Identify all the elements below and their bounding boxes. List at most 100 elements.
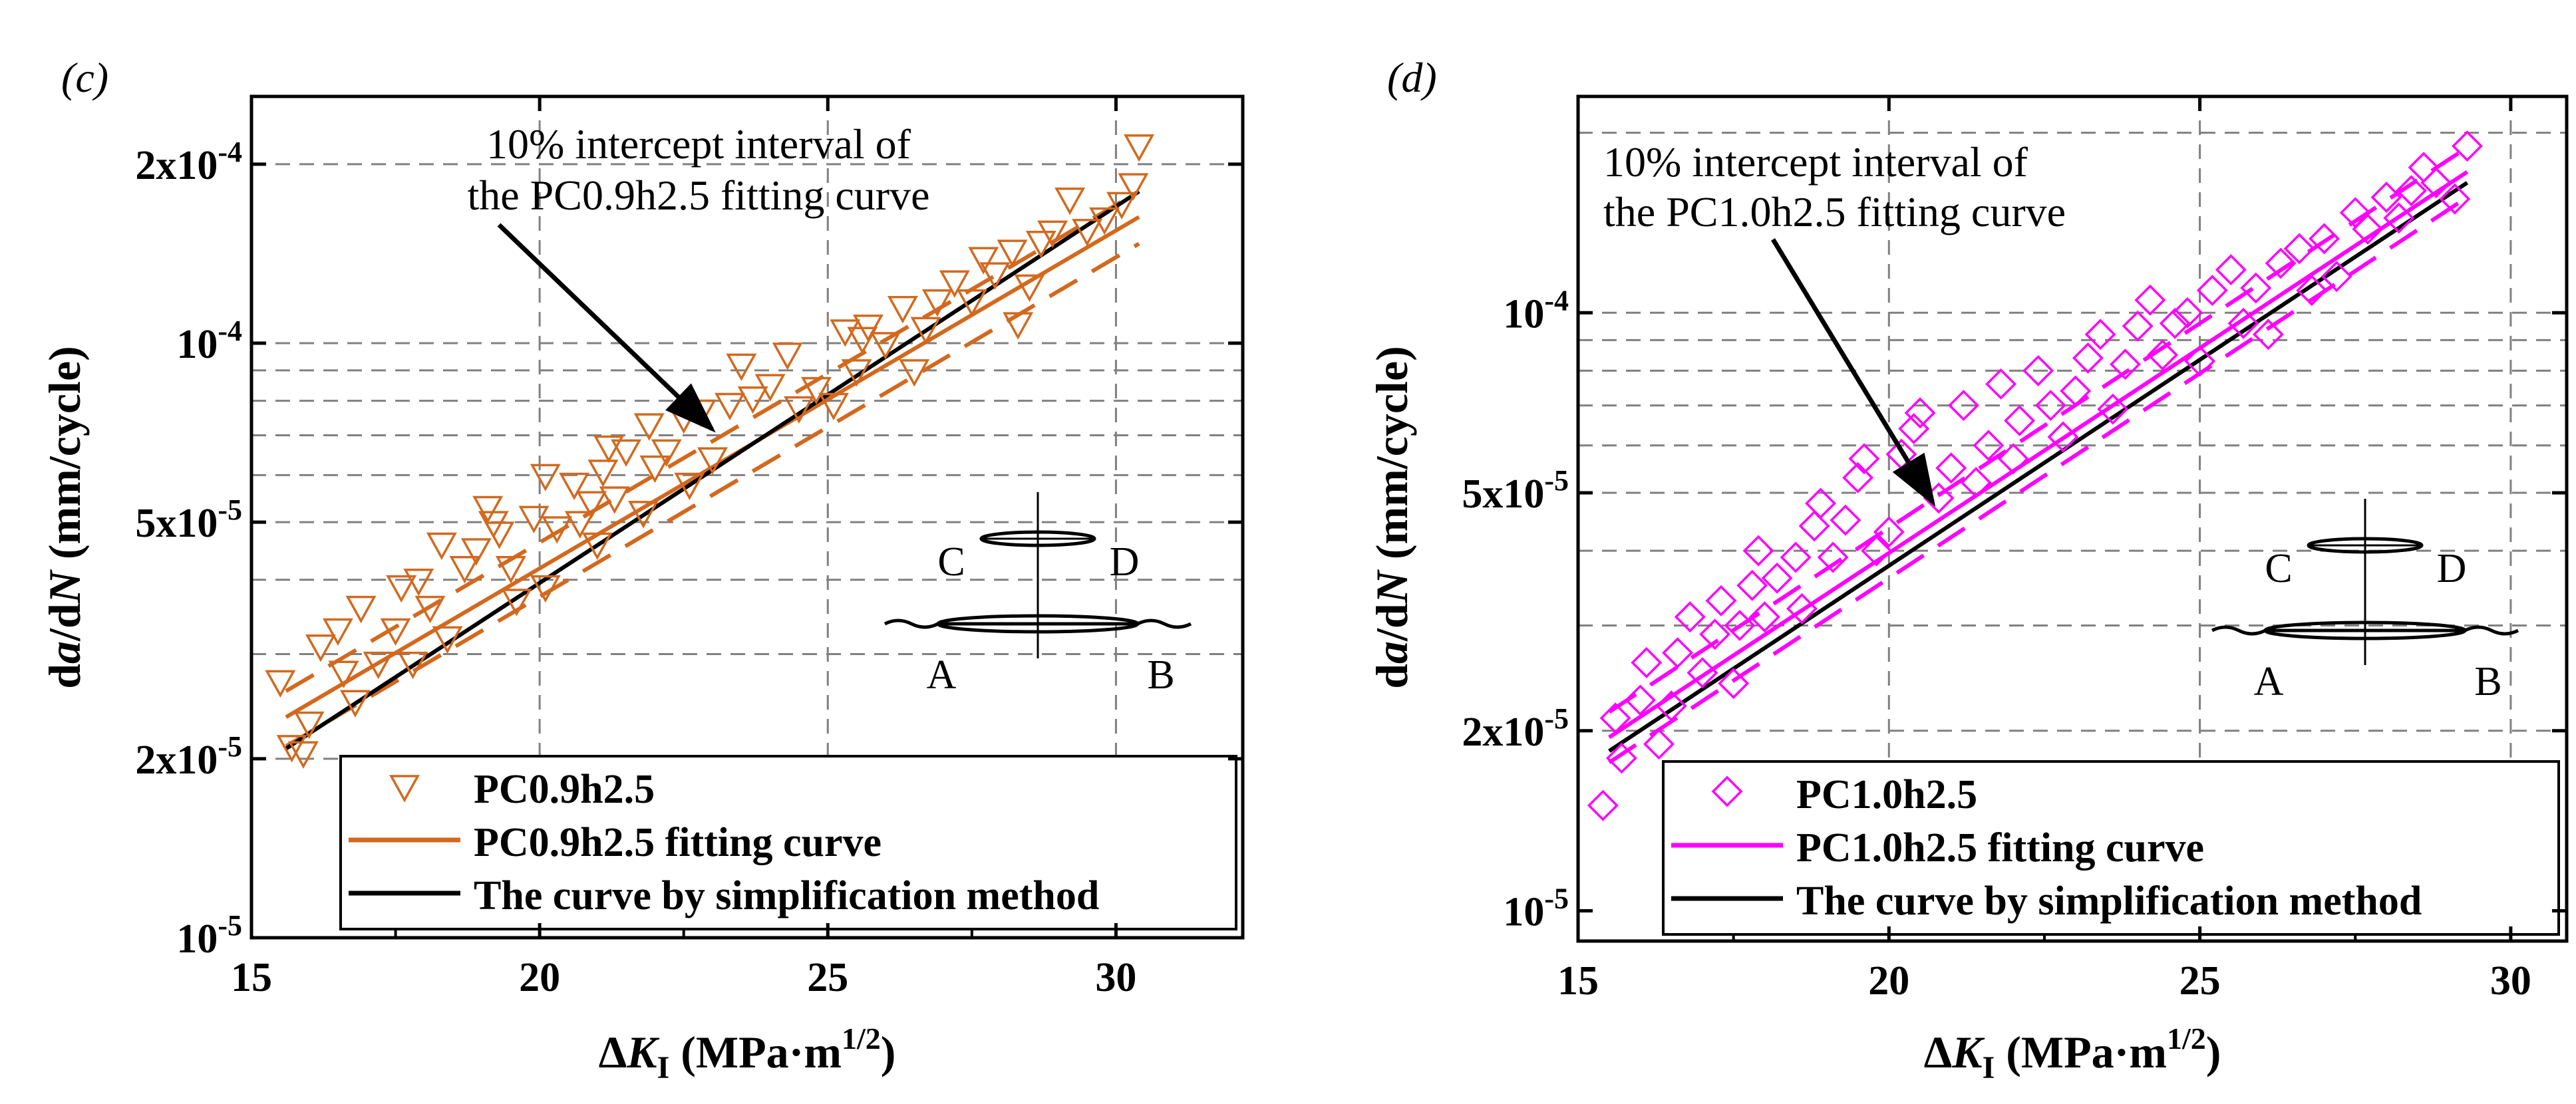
x-tick-label: 15 xyxy=(231,955,272,1000)
fit-curve-line xyxy=(1608,170,2469,740)
data-point xyxy=(2383,202,2415,234)
data-point xyxy=(2395,175,2427,207)
inset-label-b: B xyxy=(1147,652,1174,698)
y-label-d: d xyxy=(1367,664,1417,689)
data-point xyxy=(1705,585,1737,617)
data-point xyxy=(1748,601,1780,633)
data-point xyxy=(2196,275,2228,307)
inset-lower-crack xyxy=(2263,621,2467,640)
y-label-n: N xyxy=(1367,569,1417,604)
data-point xyxy=(501,589,532,617)
y-tick-exponent: -4 xyxy=(218,315,242,347)
legend-label-fit: PC0.9h2.5 fitting curve xyxy=(474,820,882,865)
legend-marker xyxy=(389,775,420,803)
annotation-arrow-shaft xyxy=(497,223,714,431)
fit-upper-bound-line xyxy=(285,190,1140,693)
data-point xyxy=(697,447,728,475)
data-point xyxy=(1904,397,1936,429)
data-point xyxy=(1118,173,1149,201)
chart-panel-c: (c) C D A B 10% intercept interval of the PC0.… xyxy=(39,54,1245,1085)
data-point xyxy=(265,670,296,698)
data-point xyxy=(1873,516,1905,548)
y-tick-base: 2x10 xyxy=(135,143,218,188)
annotation-line-2: the PC1.0h2.5 fitting curve xyxy=(1603,188,2066,235)
y-tick-exponent: -5 xyxy=(1544,464,1569,497)
data-point xyxy=(1861,535,1893,567)
x-label-close: ) xyxy=(2206,1027,2221,1077)
annotation-line-1: 10% intercept interval of xyxy=(486,120,911,168)
inset-schematic: C D A B xyxy=(884,492,1192,698)
data-point xyxy=(1848,443,1880,475)
data-point xyxy=(1718,668,1750,700)
data-point xyxy=(426,532,457,561)
data-point xyxy=(564,511,595,539)
data-point xyxy=(599,486,630,514)
data-point xyxy=(726,353,757,381)
data-point xyxy=(1655,690,1687,722)
y-tick-exponent: -4 xyxy=(218,136,242,168)
data-point xyxy=(328,660,359,688)
fit-lower-bound-line xyxy=(285,241,1140,748)
data-point xyxy=(2240,272,2272,304)
x-label-unit: (MPa·m xyxy=(1995,1027,2167,1077)
data-point xyxy=(414,595,446,624)
data-point xyxy=(484,521,515,549)
y-label-a: a xyxy=(1367,641,1417,664)
data-point xyxy=(1662,637,1694,669)
data-point xyxy=(939,270,970,298)
data-point xyxy=(1973,430,2005,462)
data-point xyxy=(1786,593,1818,624)
data-point xyxy=(754,374,786,402)
data-point xyxy=(633,413,665,441)
legend-box xyxy=(1662,760,2560,936)
x-label-subscript: I xyxy=(1983,1050,1995,1085)
y-tick-label: 2x10-5 xyxy=(135,730,242,783)
chart-panel-d: (d) C D A B 10% intercept interval of the PC1.… xyxy=(1367,54,2569,1085)
data-point xyxy=(1898,413,1930,445)
y-tick-exponent: -5 xyxy=(1544,882,1569,914)
data-point xyxy=(2283,233,2315,265)
data-point xyxy=(737,386,768,414)
data-point xyxy=(921,289,953,317)
inset-label-a: A xyxy=(927,652,957,698)
data-point xyxy=(530,575,561,603)
x-label-delta: Δ xyxy=(1924,1027,1953,1077)
data-point xyxy=(1798,510,1830,542)
data-point xyxy=(2451,130,2483,162)
data-point xyxy=(956,289,987,317)
data-point xyxy=(1624,684,1656,716)
data-point xyxy=(495,556,526,584)
data-point xyxy=(639,455,671,483)
data-point xyxy=(1106,192,1138,220)
y-tick-exponent: -5 xyxy=(218,493,242,526)
data-point xyxy=(2215,254,2247,286)
data-point xyxy=(518,505,550,534)
data-point xyxy=(1054,187,1086,215)
simplified-curve-line xyxy=(1608,181,2469,753)
data-point xyxy=(472,495,504,524)
data-point xyxy=(818,392,849,421)
data-point xyxy=(2122,310,2154,342)
data-point xyxy=(1935,452,1967,484)
data-point xyxy=(1587,789,1619,821)
data-point xyxy=(674,472,705,501)
y-label-a: a xyxy=(39,641,90,664)
data-point xyxy=(1960,467,1992,499)
y-label-n: N xyxy=(39,569,90,604)
data-point xyxy=(1997,443,2029,475)
y-tick-base: 10 xyxy=(176,322,218,367)
data-point xyxy=(628,501,659,529)
x-tick-label: 15 xyxy=(1557,958,1599,1004)
legend: PC1.0h2.5 PC1.0h2.5 fitting curve The curv… xyxy=(1662,760,2560,936)
annotation-text: 10% intercept interval of the PC0.9h2.5 f… xyxy=(467,120,929,219)
fit-lower-bound-line xyxy=(1608,196,2469,765)
x-axis-label: ΔKI (MPa·m1/2) xyxy=(599,1022,896,1085)
data-point xyxy=(2060,375,2092,407)
data-point xyxy=(2084,319,2116,350)
data-point xyxy=(2072,342,2104,374)
x-label-superscript: 1/2 xyxy=(842,1022,881,1055)
data-point xyxy=(2321,261,2352,293)
data-point xyxy=(852,314,884,343)
legend-label-marker: PC0.9h2.5 xyxy=(474,767,655,812)
y-label-unit: (mm/cycle) xyxy=(39,346,90,571)
